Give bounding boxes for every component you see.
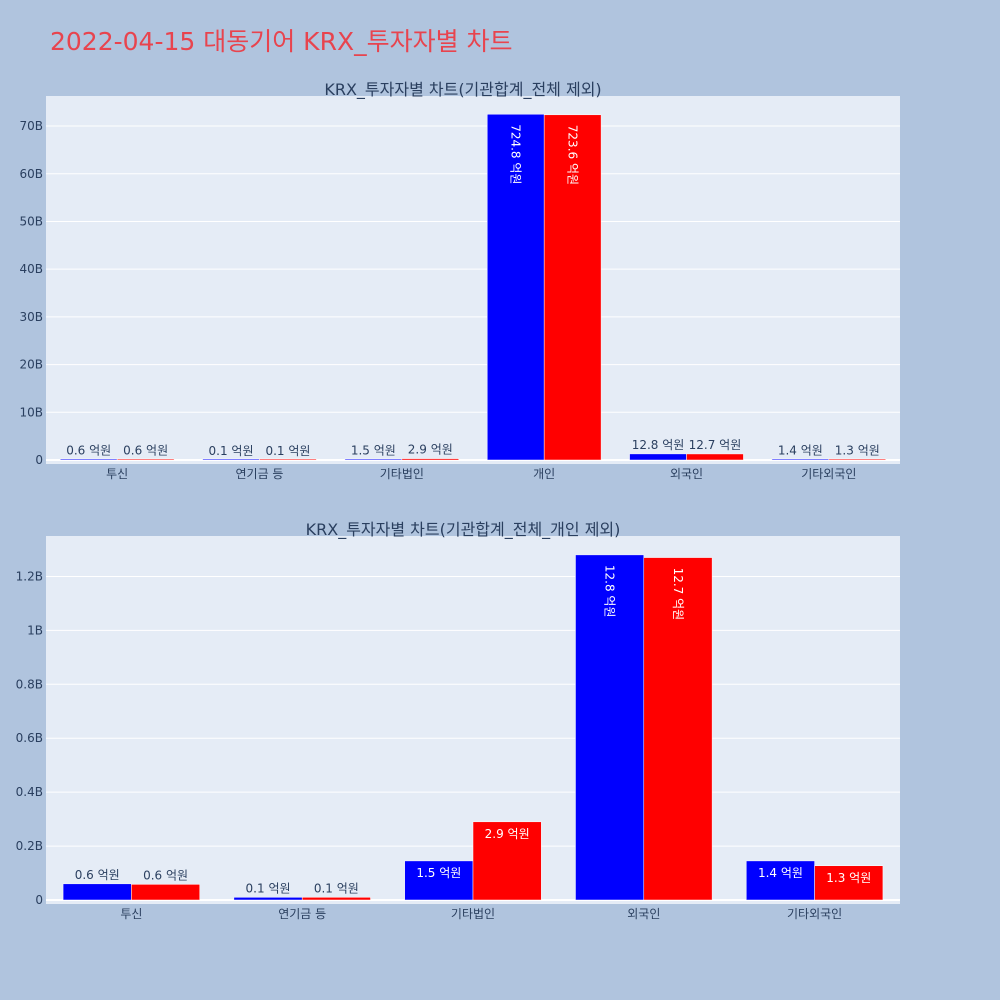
bar — [344, 458, 403, 461]
y-tick-label: 0 — [35, 453, 43, 467]
data-label: 1.5 억원 — [351, 443, 396, 457]
data-label: 1.5 억원 — [416, 866, 461, 880]
data-label: 1.3 억원 — [826, 871, 871, 885]
bar — [233, 897, 303, 901]
y-tick-label: 1B — [27, 623, 43, 637]
data-label: 2.9 억원 — [485, 827, 530, 841]
data-label: 0.6 억원 — [123, 444, 168, 458]
data-label: 12.8 억원 — [632, 438, 685, 452]
bar — [486, 113, 545, 461]
x-tick-label: 기타외국인 — [787, 907, 842, 921]
data-label: 1.4 억원 — [758, 866, 803, 880]
data-label: 0.1 억원 — [265, 444, 310, 458]
bar — [771, 458, 830, 461]
data-label: 0.6 억원 — [66, 444, 111, 458]
data-label: 12.7 억원 — [689, 438, 742, 452]
y-tick-label: 10B — [19, 405, 43, 419]
data-label: 0.1 억원 — [209, 444, 254, 458]
y-tick-label: 50B — [19, 214, 43, 228]
plot-area — [46, 96, 900, 464]
data-label: 723.6 억원 — [566, 125, 580, 185]
y-tick-label: 0.6B — [16, 731, 43, 745]
y-tick-label: 40B — [19, 262, 43, 276]
x-tick-label: 기타법인 — [380, 467, 424, 481]
bar — [828, 458, 887, 461]
y-tick-label: 0 — [35, 893, 43, 907]
y-tick-label: 20B — [19, 358, 43, 372]
x-tick-label: 투신 — [120, 907, 142, 921]
data-label: 12.8 억원 — [603, 565, 617, 618]
bar — [814, 865, 884, 901]
x-tick-label: 연기금 등 — [278, 907, 326, 921]
bar — [643, 557, 713, 901]
data-label: 12.7 억원 — [671, 568, 685, 621]
y-tick-label: 30B — [19, 310, 43, 324]
x-tick-label: 기타법인 — [451, 907, 495, 921]
data-label: 724.8 억원 — [509, 124, 523, 184]
chart-1: 0 10B 20B 30B 40B 50B 60B 70B KRX_투자자별 차트(기관합계_전… — [19, 80, 900, 481]
x-tick-label: 연기금 등 — [236, 467, 284, 481]
y-tick-label: 1.2B — [16, 569, 43, 583]
x-tick-label: 외국인 — [670, 467, 703, 481]
x-tick-label: 기타외국인 — [801, 467, 856, 481]
chart-subtitle: KRX_투자자별 차트(기관합계_전체 제외) — [324, 80, 601, 100]
bar — [401, 458, 460, 461]
bar — [259, 458, 317, 461]
data-label: 0.1 억원 — [314, 881, 359, 895]
data-label: 0.6 억원 — [75, 868, 120, 882]
chart-subtitle: KRX_투자자별 차트(기관합계_전체_개인 제외) — [306, 520, 621, 540]
bar — [472, 821, 542, 901]
data-label: 0.6 억원 — [143, 868, 188, 882]
data-label: 0.1 억원 — [246, 881, 291, 895]
data-label: 1.4 억원 — [778, 443, 823, 457]
x-tick-label: 개인 — [533, 467, 555, 481]
x-tick-label: 외국인 — [627, 907, 660, 921]
bar — [131, 884, 200, 901]
data-label: 1.3 억원 — [835, 443, 880, 457]
bar — [404, 860, 474, 901]
y-tick-label: 0.8B — [16, 677, 43, 691]
y-tick-label: 0.2B — [16, 839, 43, 853]
bar — [301, 897, 371, 901]
y-tick-label: 70B — [19, 119, 43, 133]
bar — [116, 458, 175, 461]
bar — [59, 458, 118, 461]
bar — [543, 114, 602, 461]
bar — [202, 458, 260, 461]
y-tick-label: 60B — [19, 167, 43, 181]
bar — [686, 453, 744, 461]
page-title: 2022-04-15 대동기어 KRX_투자자별 차트 — [50, 27, 513, 56]
bar — [575, 554, 645, 901]
data-label: 2.9 억원 — [408, 443, 453, 457]
bar — [62, 883, 132, 901]
x-tick-label: 투신 — [106, 467, 128, 481]
bar — [629, 453, 687, 461]
chart-2: 0 0.2B 0.4B 0.6B 0.8B 1B 1.2B KRX_투자자별 차트(기관합계_… — [16, 520, 900, 921]
y-tick-label: 0.4B — [16, 785, 43, 799]
